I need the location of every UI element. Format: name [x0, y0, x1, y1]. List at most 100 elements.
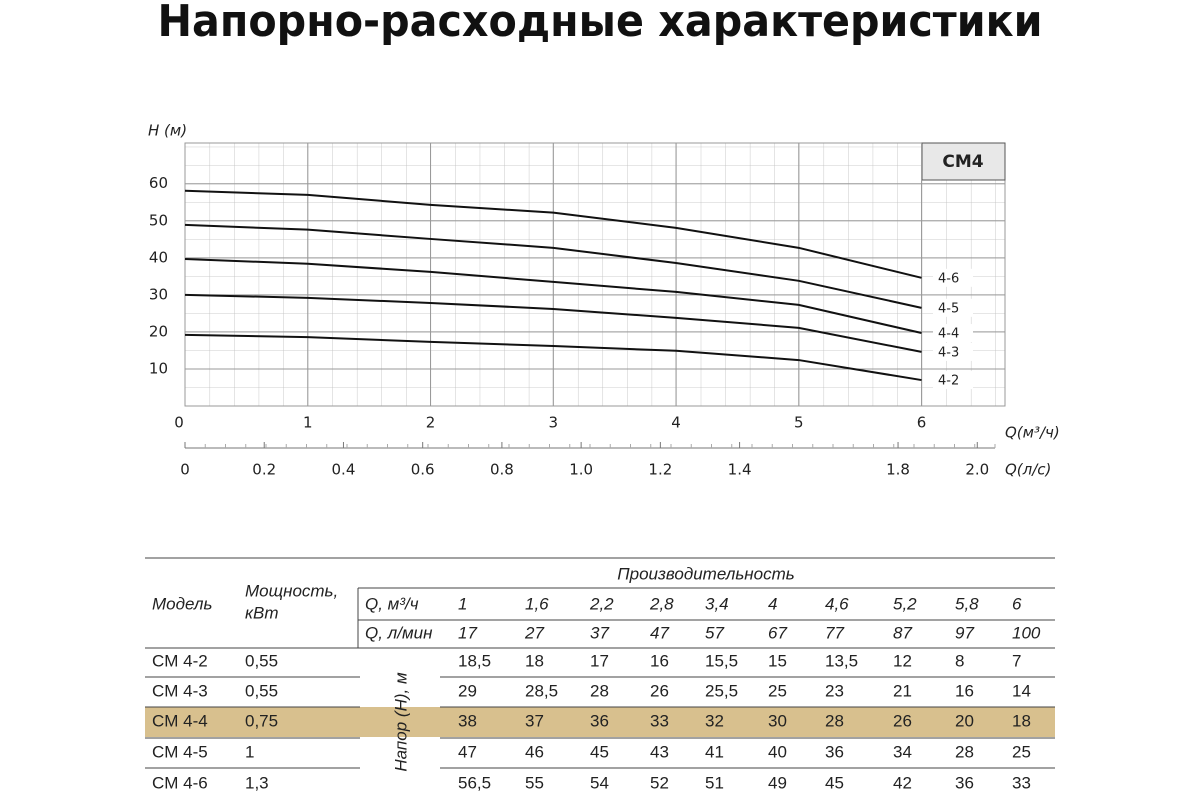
head-cell: 25: [1012, 742, 1031, 761]
x2-tick-label: 0.6: [411, 461, 435, 479]
head-cell: 34: [893, 742, 912, 761]
flow-value: 5,2: [893, 594, 917, 613]
x2-tick-label: 1.8: [886, 461, 910, 479]
flow-value: 47: [650, 623, 669, 642]
head-cell: 25: [768, 681, 787, 700]
flow-value: 6: [1012, 594, 1022, 613]
head-cell: 36: [590, 711, 609, 730]
head-cell: 18: [525, 651, 544, 670]
x-tick-label: 4: [671, 414, 681, 432]
head-cell: 26: [893, 711, 912, 730]
power-cell: 1,3: [245, 773, 269, 792]
head-cell: 16: [955, 681, 974, 700]
flow-value: 27: [524, 623, 544, 642]
curve-label-bg: [933, 342, 973, 361]
highlight-row: [145, 707, 1055, 737]
head-cell: 49: [768, 773, 787, 792]
page-title: Напорно-расходные характеристики: [158, 0, 1043, 47]
head-cell: 28: [955, 742, 974, 761]
x2-tick-label: 1.4: [728, 461, 752, 479]
head-cell: 18: [1012, 711, 1031, 730]
flow-value: 57: [705, 623, 724, 642]
model-cell: CM 4-5: [152, 742, 208, 761]
head-cell: 32: [705, 711, 724, 730]
y-tick-label: 10: [149, 359, 168, 377]
x2-tick-label: 2.0: [965, 461, 989, 479]
head-cell: 25,5: [705, 681, 738, 700]
head-cell: 23: [825, 681, 844, 700]
x-tick-label: 6: [917, 414, 927, 432]
head-cell: 52: [650, 773, 669, 792]
y-tick-label: 60: [149, 174, 168, 192]
flow-value: 3,4: [705, 594, 729, 613]
flow-value: 5,8: [955, 594, 979, 613]
power-cell: 0,75: [245, 711, 278, 730]
power-cell: 1: [245, 742, 254, 761]
curve: [184, 293, 922, 353]
flow-value: 100: [1012, 623, 1041, 642]
head-cell: 36: [825, 742, 844, 761]
model-cell: CM 4-4: [152, 711, 208, 730]
x-tick-label: 5: [794, 414, 804, 432]
flow-value: 4: [768, 594, 777, 613]
curve: [184, 189, 922, 279]
model-cell: CM 4-2: [152, 651, 208, 670]
head-cell: 38: [458, 711, 477, 730]
table: Модель Мощность, кВт Производительность Напо…: [145, 557, 1055, 792]
curve-label: 4-6: [938, 271, 959, 286]
curve-label: 4-3: [938, 345, 959, 360]
head-cell: 47: [458, 742, 477, 761]
model-cell: CM 4-3: [152, 681, 208, 700]
head-cell: 12: [893, 651, 912, 670]
curve-label-bg: [933, 268, 973, 287]
head-cell: 15: [768, 651, 787, 670]
power-cell: 0,55: [245, 651, 278, 670]
badge-box: [921, 142, 1006, 181]
x-tick-label: 2: [426, 414, 436, 432]
x2-tick-label: 0: [180, 461, 190, 479]
y-axis-label: H (м): [148, 122, 187, 140]
head-cell: 33: [1012, 773, 1031, 792]
flow-value: 4,6: [825, 594, 849, 613]
x-tick-label: 0: [174, 414, 184, 432]
head-cell: 51: [705, 773, 724, 792]
header-power: Мощность,: [245, 581, 338, 600]
curve-label: 4-2: [938, 374, 959, 389]
head-cell: 33: [650, 711, 669, 730]
head-cell: 45: [590, 742, 609, 761]
head-cell: 42: [893, 773, 912, 792]
x2-tick-label: 0.2: [252, 461, 276, 479]
flow-value: 77: [825, 623, 844, 642]
head-cell: 16: [650, 651, 669, 670]
flow-value: 2,8: [649, 594, 674, 613]
head-cell: 45: [825, 773, 844, 792]
flow-value: 87: [893, 623, 912, 642]
y-tick-label: 40: [149, 248, 168, 266]
head-cell: 28: [825, 711, 844, 730]
x-tick-label: 1: [303, 414, 313, 432]
flow-value: 17: [458, 623, 477, 642]
flow-label: Q, м³/ч: [365, 594, 419, 613]
head-cell: 43: [650, 742, 669, 761]
x2-tick-label: 0.4: [332, 461, 356, 479]
head-cell: 41: [705, 742, 724, 761]
plot-grid: [184, 142, 1006, 407]
head-cell: 8: [955, 651, 964, 670]
header-model: Модель: [152, 594, 212, 613]
flow-label: Q, л/мин: [365, 623, 433, 642]
curve: [184, 223, 922, 309]
head-cell: 13,5: [825, 651, 858, 670]
x-tick-label: 3: [548, 414, 558, 432]
head-cell: 40: [768, 742, 787, 761]
curve-label: 4-4: [938, 327, 959, 342]
head-cell: 28,5: [525, 681, 558, 700]
x2-tick-label: 1.2: [648, 461, 672, 479]
flow-value: 67: [768, 623, 787, 642]
head-cell: 36: [955, 773, 974, 792]
curve: [184, 333, 922, 382]
y-tick-label: 30: [149, 285, 168, 303]
head-cell: 28: [590, 681, 609, 700]
head-cell: 56,5: [458, 773, 491, 792]
flow-value: 1,6: [525, 594, 549, 613]
